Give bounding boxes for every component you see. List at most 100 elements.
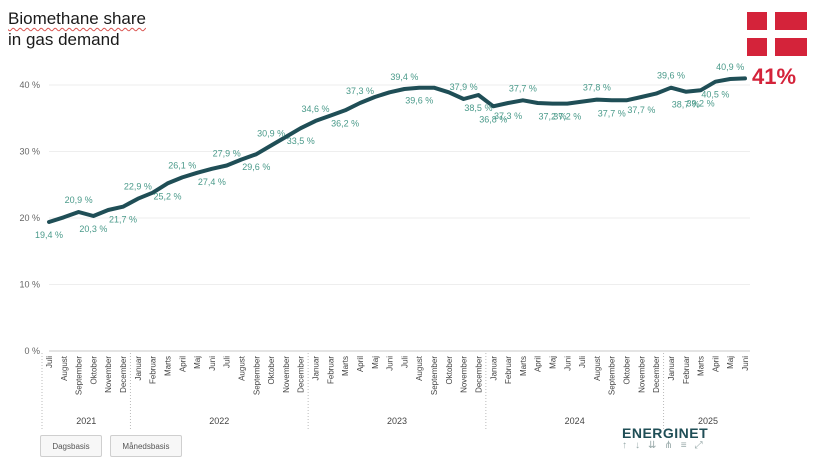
data-label: 20,9 % <box>65 195 93 205</box>
current-share-value: 41% <box>752 64 797 89</box>
y-tick-label: 20 % <box>19 213 40 223</box>
year-label: 2025 <box>698 416 718 426</box>
x-tick-label: September <box>608 356 617 395</box>
data-label: 27,4 % <box>198 177 226 187</box>
daily-basis-button[interactable]: Dagsbasis <box>40 435 102 457</box>
data-label: 21,7 % <box>109 215 137 225</box>
x-tick-label: Juli <box>578 356 587 368</box>
x-tick-label: April <box>356 356 365 372</box>
title-line-2: in gas demand <box>8 30 120 49</box>
filter-icon[interactable]: ≡ <box>680 440 695 451</box>
x-tick-label: Maj <box>726 356 735 369</box>
x-tick-label: September <box>430 356 439 395</box>
data-label: 40,9 % <box>716 62 744 72</box>
title-line-1: Biomethane share <box>8 9 146 28</box>
data-label: 27,9 % <box>213 148 241 158</box>
data-label: 25,2 % <box>153 191 181 201</box>
x-tick-label: Juli <box>45 356 54 368</box>
x-tick-label: April <box>711 356 720 372</box>
year-label: 2021 <box>76 416 96 426</box>
year-label: 2024 <box>565 416 585 426</box>
data-label: 40,5 % <box>701 90 729 100</box>
x-tick-label: Januar <box>312 356 321 381</box>
y-tick-label: 10 % <box>19 280 40 290</box>
drill-icon[interactable]: ⇊ <box>648 440 665 451</box>
x-tick-label: Februar <box>504 356 513 384</box>
year-label: 2022 <box>209 416 229 426</box>
x-tick-label: November <box>637 356 646 393</box>
x-tick-label: Maj <box>193 356 202 369</box>
x-tick-label: Januar <box>489 356 498 381</box>
data-label: 37,2 % <box>553 112 581 122</box>
chart-title: Biomethane share in gas demand <box>8 8 146 50</box>
data-label: 22,9 % <box>124 182 152 192</box>
data-label: 37,2 % <box>538 112 566 122</box>
x-tick-label: Oktober <box>623 356 632 385</box>
data-label: 19,4 % <box>35 230 63 240</box>
flag-cross-horizontal <box>747 30 807 38</box>
data-label: 39,4 % <box>390 72 418 82</box>
x-tick-label: April <box>178 356 187 372</box>
x-tick-label: Maj <box>548 356 557 369</box>
data-label: 37,7 % <box>627 105 655 115</box>
x-tick-label: Oktober <box>445 356 454 385</box>
data-label: 37,7 % <box>598 108 626 118</box>
data-label: 37,9 % <box>450 82 478 92</box>
x-tick-label: April <box>534 356 543 372</box>
x-tick-label: Juli <box>400 356 409 368</box>
x-tick-label: August <box>238 355 247 381</box>
x-tick-label: Oktober <box>267 356 276 385</box>
x-tick-label: August <box>593 355 602 381</box>
data-label: 36,2 % <box>331 118 359 128</box>
monthly-basis-button[interactable]: Månedsbasis <box>110 435 182 457</box>
x-tick-label: November <box>460 356 469 393</box>
data-label: 38,7 % <box>672 100 700 110</box>
data-label: 39,6 % <box>657 71 685 81</box>
x-tick-label: December <box>119 356 128 393</box>
sort-up-icon[interactable]: ↑ <box>622 440 635 451</box>
data-label: 39,6 % <box>405 96 433 106</box>
x-tick-label: September <box>252 356 261 395</box>
x-tick-label: September <box>75 356 84 395</box>
y-tick-label: 40 % <box>19 80 40 90</box>
energinet-logo: ENERGINET <box>622 425 709 441</box>
data-label: 34,6 % <box>302 104 330 114</box>
x-tick-label: Februar <box>326 356 335 384</box>
x-tick-label: Marts <box>341 356 350 376</box>
x-tick-label: Marts <box>519 356 528 376</box>
series-line <box>47 76 747 224</box>
x-tick-label: Juni <box>563 356 572 371</box>
expand-icon[interactable]: ⋔ <box>664 440 681 451</box>
x-tick-label: November <box>104 356 113 393</box>
data-label: 37,3 % <box>494 111 522 121</box>
data-label: 38,5 % <box>464 103 492 113</box>
visual-toolbar: ↑↓⇊⋔≡⤢ <box>622 440 711 451</box>
data-label: 37,7 % <box>509 83 537 93</box>
x-tick-label: Januar <box>667 356 676 381</box>
x-tick-label: Juli <box>223 356 232 368</box>
focus-mode-icon[interactable]: ⤢ <box>694 440 711 451</box>
data-label: 29,6 % <box>242 162 270 172</box>
year-label: 2023 <box>387 416 407 426</box>
x-tick-label: Juni <box>741 356 750 371</box>
denmark-flag-icon <box>747 12 807 56</box>
data-label: 39,2 % <box>687 98 715 108</box>
x-tick-label: November <box>282 356 291 393</box>
data-label: 37,3 % <box>346 86 374 96</box>
data-label: 26,1 % <box>168 160 196 170</box>
data-label: 37,8 % <box>583 83 611 93</box>
data-label: 20,3 % <box>79 224 107 234</box>
x-tick-label: Oktober <box>89 356 98 385</box>
x-tick-label: August <box>415 355 424 381</box>
data-label: 30,9 % <box>257 129 285 139</box>
sort-down-icon[interactable]: ↓ <box>635 440 648 451</box>
x-tick-label: December <box>297 356 306 393</box>
data-label: 33,5 % <box>287 136 315 146</box>
x-tick-label: Maj <box>371 356 380 369</box>
x-tick-label: Januar <box>134 356 143 381</box>
x-tick-label: Februar <box>149 356 158 384</box>
x-tick-label: Juni <box>386 356 395 371</box>
x-tick-label: December <box>652 356 661 393</box>
y-tick-label: 30 % <box>19 147 40 157</box>
